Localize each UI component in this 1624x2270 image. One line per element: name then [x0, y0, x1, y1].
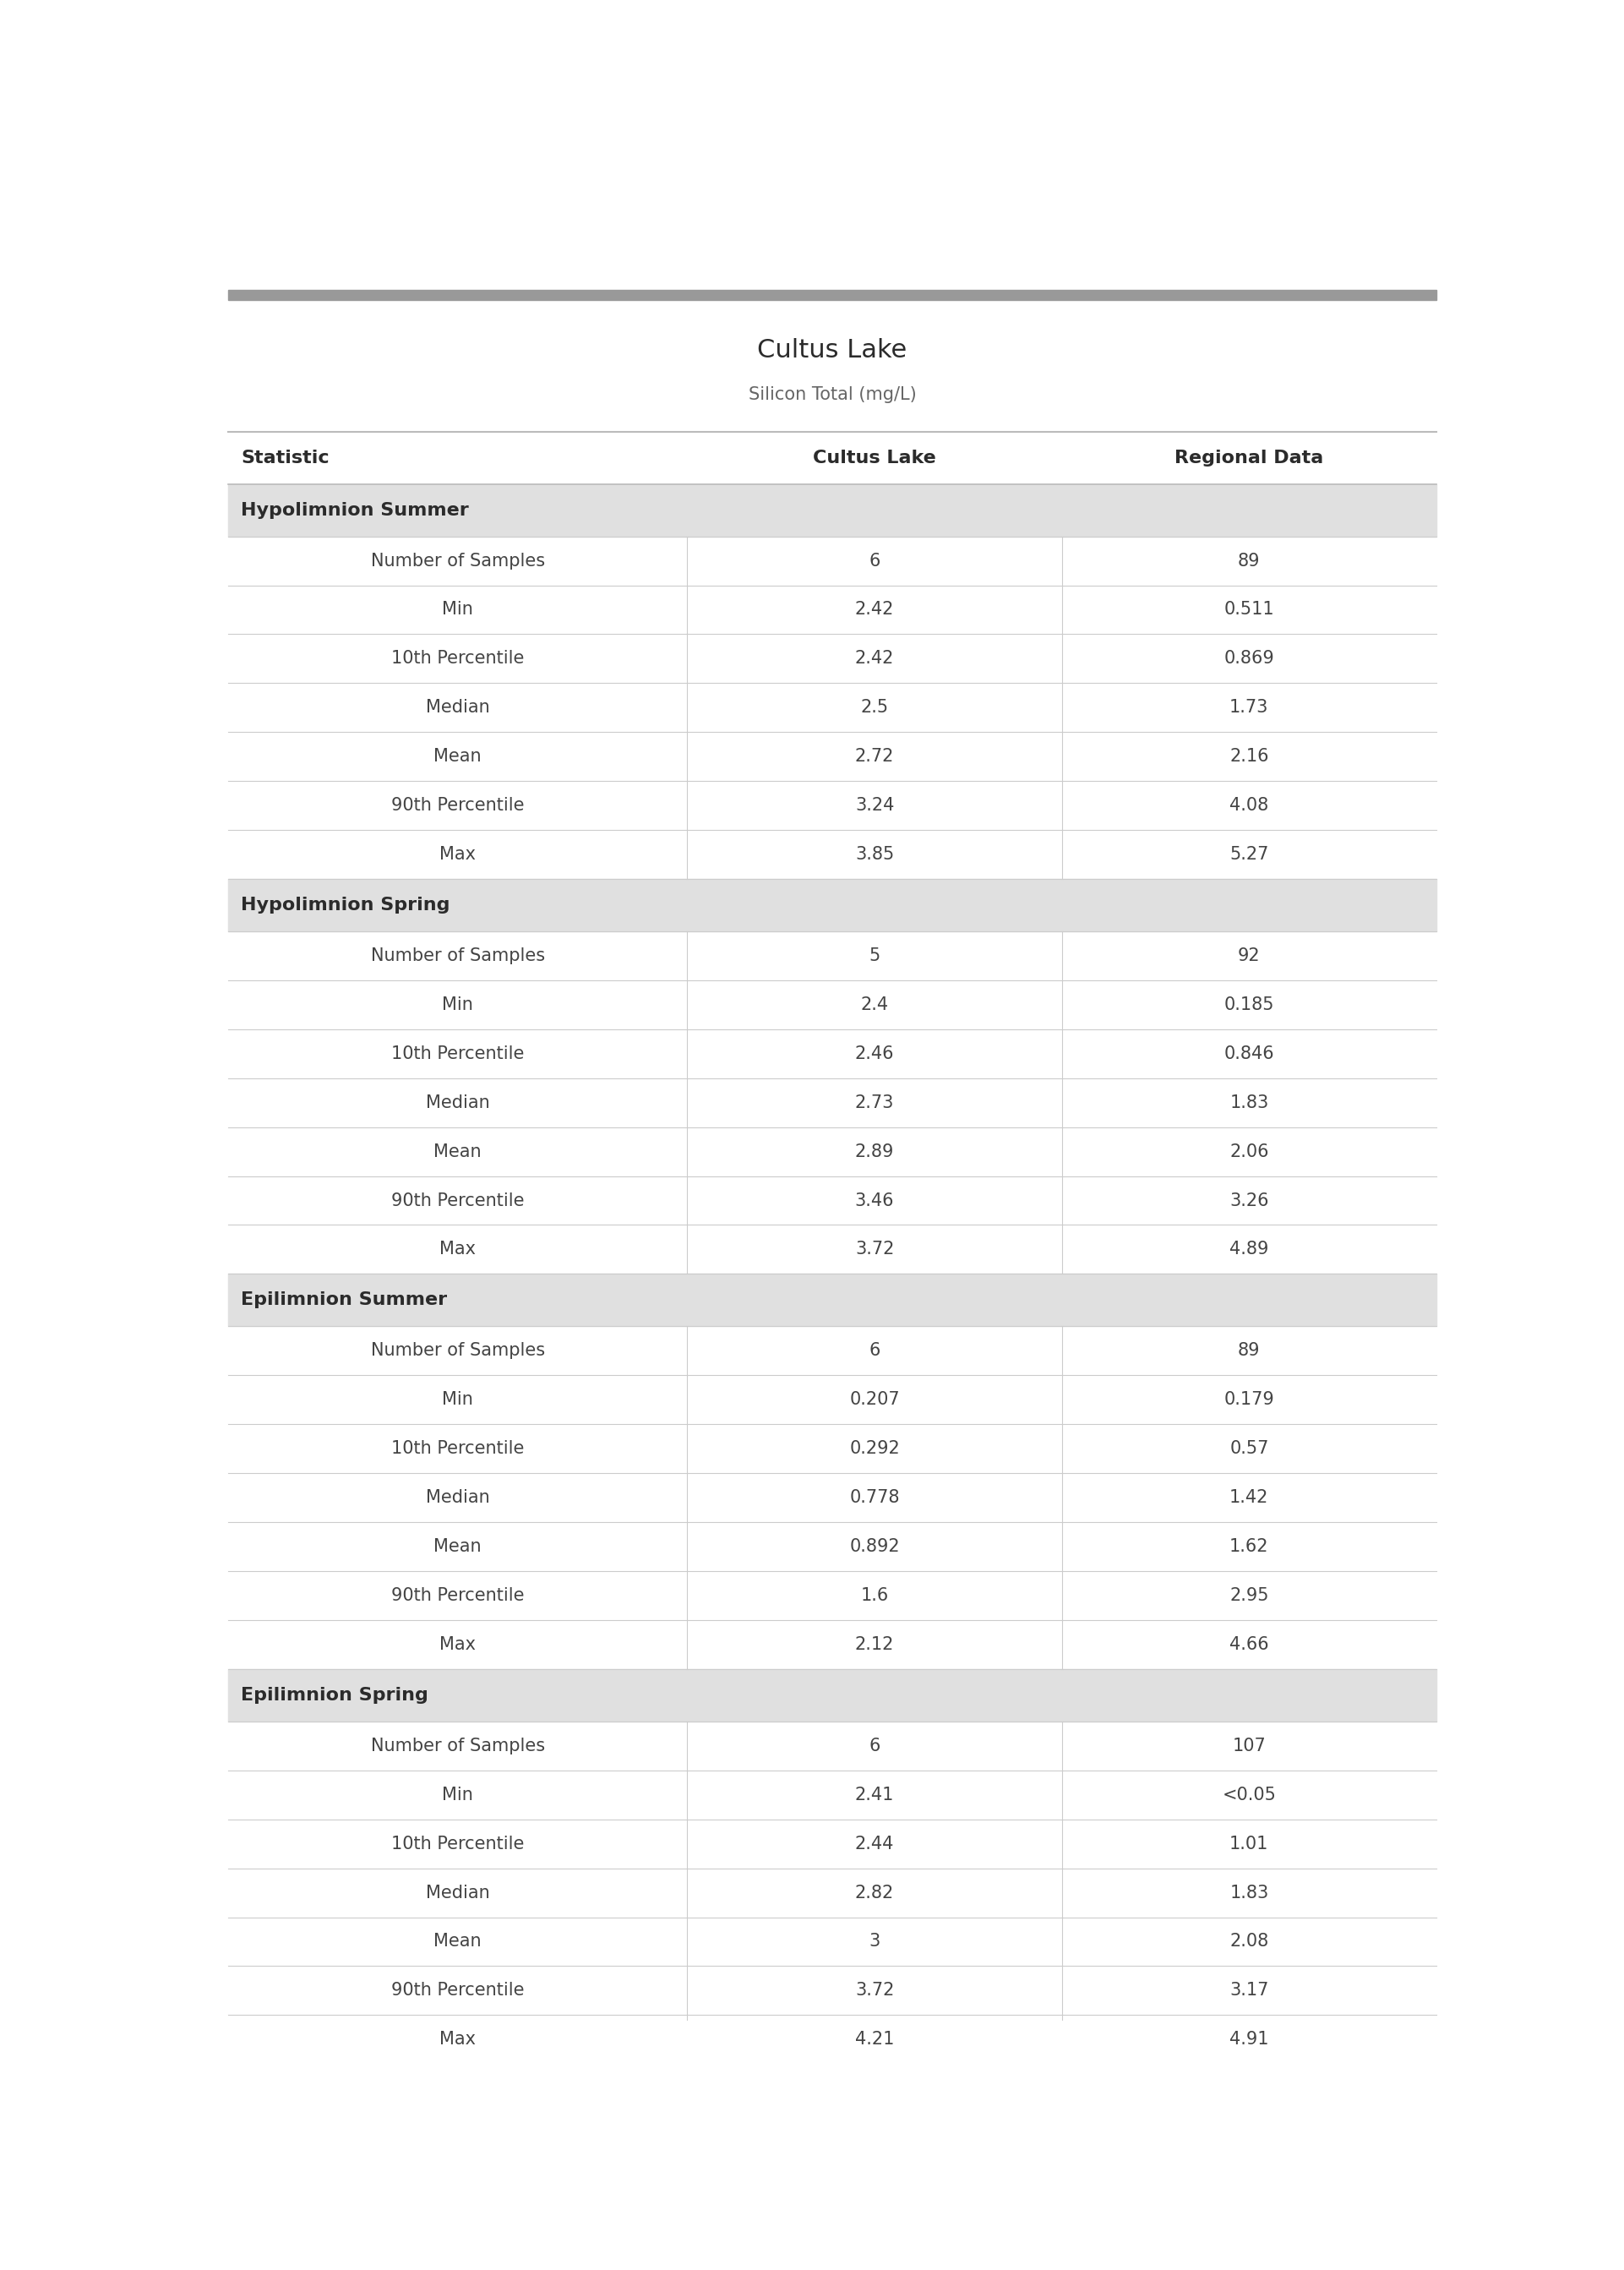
Text: 2.5: 2.5: [861, 699, 888, 715]
Text: 2.89: 2.89: [854, 1144, 895, 1160]
Text: 2.08: 2.08: [1229, 1934, 1268, 1950]
Text: 92: 92: [1237, 947, 1260, 965]
Text: 0.511: 0.511: [1224, 602, 1275, 617]
Text: Epilimnion Spring: Epilimnion Spring: [240, 1687, 429, 1705]
Text: Max: Max: [440, 2032, 476, 2048]
Text: 0.869: 0.869: [1224, 649, 1275, 667]
Text: 2.72: 2.72: [854, 749, 895, 765]
Text: Max: Max: [440, 1242, 476, 1258]
Text: 10th Percentile: 10th Percentile: [391, 1439, 525, 1457]
Text: 3: 3: [869, 1934, 880, 1950]
Text: 2.95: 2.95: [1229, 1587, 1268, 1605]
Text: Min: Min: [442, 602, 473, 617]
Text: 1.6: 1.6: [861, 1587, 888, 1605]
Text: 89: 89: [1237, 1342, 1260, 1360]
Text: 2.41: 2.41: [854, 1786, 895, 1802]
Text: 3.24: 3.24: [854, 797, 895, 815]
Text: 2.44: 2.44: [854, 1836, 895, 1852]
Text: 1.83: 1.83: [1229, 1884, 1268, 1902]
Text: 2.42: 2.42: [854, 602, 895, 617]
Text: Epilimnion Summer: Epilimnion Summer: [240, 1292, 447, 1308]
Text: 90th Percentile: 90th Percentile: [391, 1192, 525, 1210]
Text: 0.57: 0.57: [1229, 1439, 1268, 1457]
Text: Hypolimnion Spring: Hypolimnion Spring: [240, 897, 450, 913]
Text: Mean: Mean: [434, 1539, 482, 1555]
Text: Cultus Lake: Cultus Lake: [757, 338, 908, 363]
Text: 4.08: 4.08: [1229, 797, 1268, 815]
Text: 3.72: 3.72: [854, 1982, 895, 2000]
Text: 4.66: 4.66: [1229, 1637, 1268, 1653]
Bar: [227, 1273, 1436, 1326]
Text: 4.91: 4.91: [1229, 2032, 1268, 2048]
Text: 90th Percentile: 90th Percentile: [391, 797, 525, 815]
Text: 6: 6: [869, 552, 880, 570]
Text: 2.4: 2.4: [861, 997, 888, 1012]
Text: Number of Samples: Number of Samples: [370, 1342, 544, 1360]
Text: 3.72: 3.72: [854, 1242, 895, 1258]
Text: 10th Percentile: 10th Percentile: [391, 649, 525, 667]
Text: 2.73: 2.73: [854, 1094, 895, 1110]
Bar: [227, 1668, 1436, 1721]
Text: Median: Median: [425, 1884, 490, 1902]
Text: 1.83: 1.83: [1229, 1094, 1268, 1110]
Text: 2.12: 2.12: [854, 1637, 895, 1653]
Text: 90th Percentile: 90th Percentile: [391, 1982, 525, 2000]
Text: Silicon Total (mg/L): Silicon Total (mg/L): [749, 386, 916, 404]
Text: 2.46: 2.46: [854, 1044, 895, 1062]
Text: 0.185: 0.185: [1224, 997, 1275, 1012]
Text: Number of Samples: Number of Samples: [370, 1737, 544, 1755]
Text: Regional Data: Regional Data: [1174, 449, 1324, 465]
Text: 4.21: 4.21: [854, 2032, 895, 2048]
Bar: [227, 291, 1436, 300]
Text: Min: Min: [442, 1786, 473, 1802]
Text: Mean: Mean: [434, 1144, 482, 1160]
Text: 2.82: 2.82: [856, 1884, 895, 1902]
Text: 0.179: 0.179: [1224, 1392, 1275, 1407]
Text: Median: Median: [425, 1489, 490, 1505]
Text: 6: 6: [869, 1342, 880, 1360]
Text: 3.26: 3.26: [1229, 1192, 1268, 1210]
Text: Hypolimnion Summer: Hypolimnion Summer: [240, 502, 469, 518]
Text: Mean: Mean: [434, 749, 482, 765]
Text: 1.01: 1.01: [1229, 1836, 1268, 1852]
Text: 2.16: 2.16: [1229, 749, 1268, 765]
Text: 10th Percentile: 10th Percentile: [391, 1836, 525, 1852]
Text: 0.207: 0.207: [849, 1392, 900, 1407]
Bar: [227, 484, 1436, 536]
Text: 0.892: 0.892: [849, 1539, 900, 1555]
Text: Cultus Lake: Cultus Lake: [814, 449, 935, 465]
Text: 3.85: 3.85: [856, 847, 895, 863]
Text: 4.89: 4.89: [1229, 1242, 1268, 1258]
Text: 0.778: 0.778: [849, 1489, 900, 1505]
Text: Median: Median: [425, 1094, 490, 1110]
Text: 107: 107: [1233, 1737, 1267, 1755]
Text: Median: Median: [425, 699, 490, 715]
Text: Max: Max: [440, 1637, 476, 1653]
Text: Min: Min: [442, 997, 473, 1012]
Text: 3.46: 3.46: [854, 1192, 895, 1210]
Text: Statistic: Statistic: [240, 449, 330, 465]
Bar: [227, 878, 1436, 931]
Text: <0.05: <0.05: [1223, 1786, 1276, 1802]
Text: 10th Percentile: 10th Percentile: [391, 1044, 525, 1062]
Text: 1.42: 1.42: [1229, 1489, 1268, 1505]
Text: Mean: Mean: [434, 1934, 482, 1950]
Text: 3.17: 3.17: [1229, 1982, 1268, 2000]
Text: Max: Max: [440, 847, 476, 863]
Text: 5.27: 5.27: [1229, 847, 1268, 863]
Text: 0.846: 0.846: [1224, 1044, 1275, 1062]
Text: 0.292: 0.292: [849, 1439, 900, 1457]
Text: Min: Min: [442, 1392, 473, 1407]
Text: 2.06: 2.06: [1229, 1144, 1268, 1160]
Text: 6: 6: [869, 1737, 880, 1755]
Text: Number of Samples: Number of Samples: [370, 552, 544, 570]
Text: 1.62: 1.62: [1229, 1539, 1268, 1555]
Text: 1.73: 1.73: [1229, 699, 1268, 715]
Text: 2.42: 2.42: [854, 649, 895, 667]
Text: 5: 5: [869, 947, 880, 965]
Text: 90th Percentile: 90th Percentile: [391, 1587, 525, 1605]
Text: 89: 89: [1237, 552, 1260, 570]
Text: Number of Samples: Number of Samples: [370, 947, 544, 965]
